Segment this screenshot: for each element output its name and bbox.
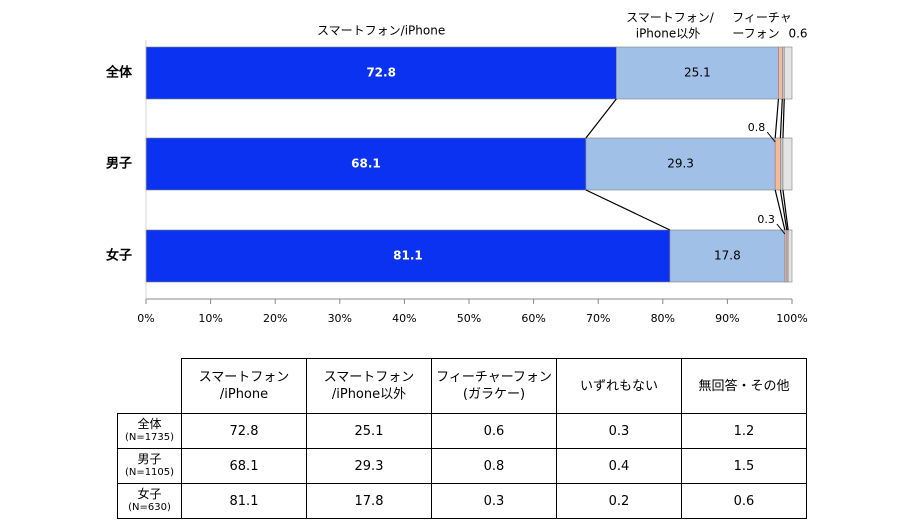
data-label: 0.6 xyxy=(788,27,807,41)
header-line: いずれもない xyxy=(579,378,658,394)
header-line: /iPhone以外 xyxy=(331,387,407,402)
x-tick-label: 70% xyxy=(586,312,610,325)
table-header-cell: いずれもない xyxy=(556,358,682,414)
row-header: 男子 (N=1105) xyxy=(117,448,182,484)
row-label: 女子 xyxy=(137,487,162,501)
row-sample-size: (N=1105) xyxy=(124,467,175,478)
data-table: スマートフォン /iPhone スマートフォン /iPhone以外 フィーチャー… xyxy=(117,358,807,519)
table-cell: 81.1 xyxy=(181,483,307,519)
data-label: 29.3 xyxy=(667,157,694,171)
connector-line xyxy=(585,98,617,139)
row-label: 全体 xyxy=(137,417,162,431)
connector-line xyxy=(779,189,788,231)
table-cell: 0.6 xyxy=(681,483,807,519)
table-header-cell: 無回答・その他 xyxy=(681,358,807,414)
x-tick-label: 0% xyxy=(137,312,154,325)
series-top-label: フィーチャ xyxy=(732,11,792,25)
header-line: (ガラケー) xyxy=(462,387,526,402)
header-line: スマートフォン xyxy=(323,370,415,385)
x-tick-label: 40% xyxy=(392,312,416,325)
row-sample-size: (N=630) xyxy=(128,502,171,513)
table-cell: 72.8 xyxy=(181,413,307,449)
bar-segment xyxy=(783,46,793,100)
header-line: 無回答・その他 xyxy=(698,378,790,394)
bar-segment xyxy=(615,46,779,100)
category-label: 女子 xyxy=(106,248,132,264)
bar-segment xyxy=(145,229,671,283)
x-tick-label: 90% xyxy=(715,312,739,325)
table-cell: 25.1 xyxy=(306,413,432,449)
data-label: 0.3 xyxy=(757,213,775,226)
connector-line xyxy=(779,98,783,139)
table-cell: 0.3 xyxy=(556,413,682,449)
header-line: /iPhone xyxy=(219,387,269,402)
table-row: 男子 (N=1105) 68.1 29.3 0.8 0.4 1.5 xyxy=(117,448,807,484)
table-corner-cell xyxy=(117,358,182,414)
data-label: 68.1 xyxy=(351,157,381,171)
row-header: 全体 (N=1735) xyxy=(117,413,182,449)
series-top-label: スマートフォン/ xyxy=(626,11,715,25)
table-row: 女子 (N=630) 81.1 17.8 0.3 0.2 0.6 xyxy=(117,483,807,519)
x-tick-label: 60% xyxy=(521,312,545,325)
header-line: スマートフォン xyxy=(198,370,290,385)
connector-line xyxy=(782,98,785,139)
x-tick-label: 50% xyxy=(457,312,481,325)
series-top-label: スマートフォン/iPhone xyxy=(317,24,445,38)
series-top-label: ーフォン xyxy=(732,27,779,41)
header-line: フィーチャーフォン xyxy=(436,370,552,385)
connector-line xyxy=(782,189,789,231)
table-cell: 0.2 xyxy=(556,483,682,519)
bar-segment xyxy=(778,46,783,100)
category-label: 全体 xyxy=(105,65,133,81)
table-cell: 1.2 xyxy=(681,413,807,449)
x-tick-label: 100% xyxy=(776,312,807,325)
connector-line xyxy=(774,189,786,231)
connector-line xyxy=(585,189,671,231)
table-header-cell: スマートフォン /iPhone以外 xyxy=(306,358,432,414)
data-label: 0.8 xyxy=(748,121,766,134)
row-sample-size: (N=1735) xyxy=(124,432,175,443)
table-cell: 0.8 xyxy=(431,448,557,484)
connector-line xyxy=(774,98,780,139)
x-tick-label: 80% xyxy=(651,312,675,325)
table-cell: 0.3 xyxy=(431,483,557,519)
x-tick-label: 20% xyxy=(263,312,287,325)
table-header-row: スマートフォン /iPhone スマートフォン /iPhone以外 フィーチャー… xyxy=(117,358,807,414)
table-cell: 1.5 xyxy=(681,448,807,484)
category-label: 男子 xyxy=(106,157,132,172)
x-tick-label: 30% xyxy=(328,312,352,325)
data-label: 72.8 xyxy=(366,66,396,80)
bar-segment xyxy=(780,137,784,191)
table-cell: 17.8 xyxy=(306,483,432,519)
table-row: 全体 (N=1735) 72.8 25.1 0.6 0.3 1.2 xyxy=(117,413,807,449)
data-label: 25.1 xyxy=(684,66,711,80)
x-tick-label: 10% xyxy=(198,312,222,325)
data-label: 17.8 xyxy=(714,249,741,263)
bar-segment xyxy=(145,46,617,100)
leader-line xyxy=(776,223,786,235)
table-cell: 0.4 xyxy=(556,448,682,484)
bar-segment xyxy=(585,137,776,191)
bar-segment xyxy=(782,137,793,191)
bar-segment xyxy=(669,229,786,283)
leader-line xyxy=(766,131,776,143)
table-header-cell: フィーチャーフォン (ガラケー) xyxy=(431,358,557,414)
table-cell: 68.1 xyxy=(181,448,307,484)
stacked-bar-chart: 全体 72.8 25.1 男子 68.1 29.3 0.8 女子 81.1 17.8 0.3 スマート… xyxy=(105,11,808,326)
row-label: 男子 xyxy=(137,452,162,466)
data-label: 81.1 xyxy=(393,249,423,263)
row-header: 女子 (N=630) xyxy=(117,483,182,519)
table-cell: 29.3 xyxy=(306,448,432,484)
bar-segment xyxy=(774,137,781,191)
table-cell: 0.6 xyxy=(431,413,557,449)
series-top-label: iPhone以外 xyxy=(636,27,701,41)
bar-segment xyxy=(787,229,793,283)
table-header-cell: スマートフォン /iPhone xyxy=(181,358,307,414)
